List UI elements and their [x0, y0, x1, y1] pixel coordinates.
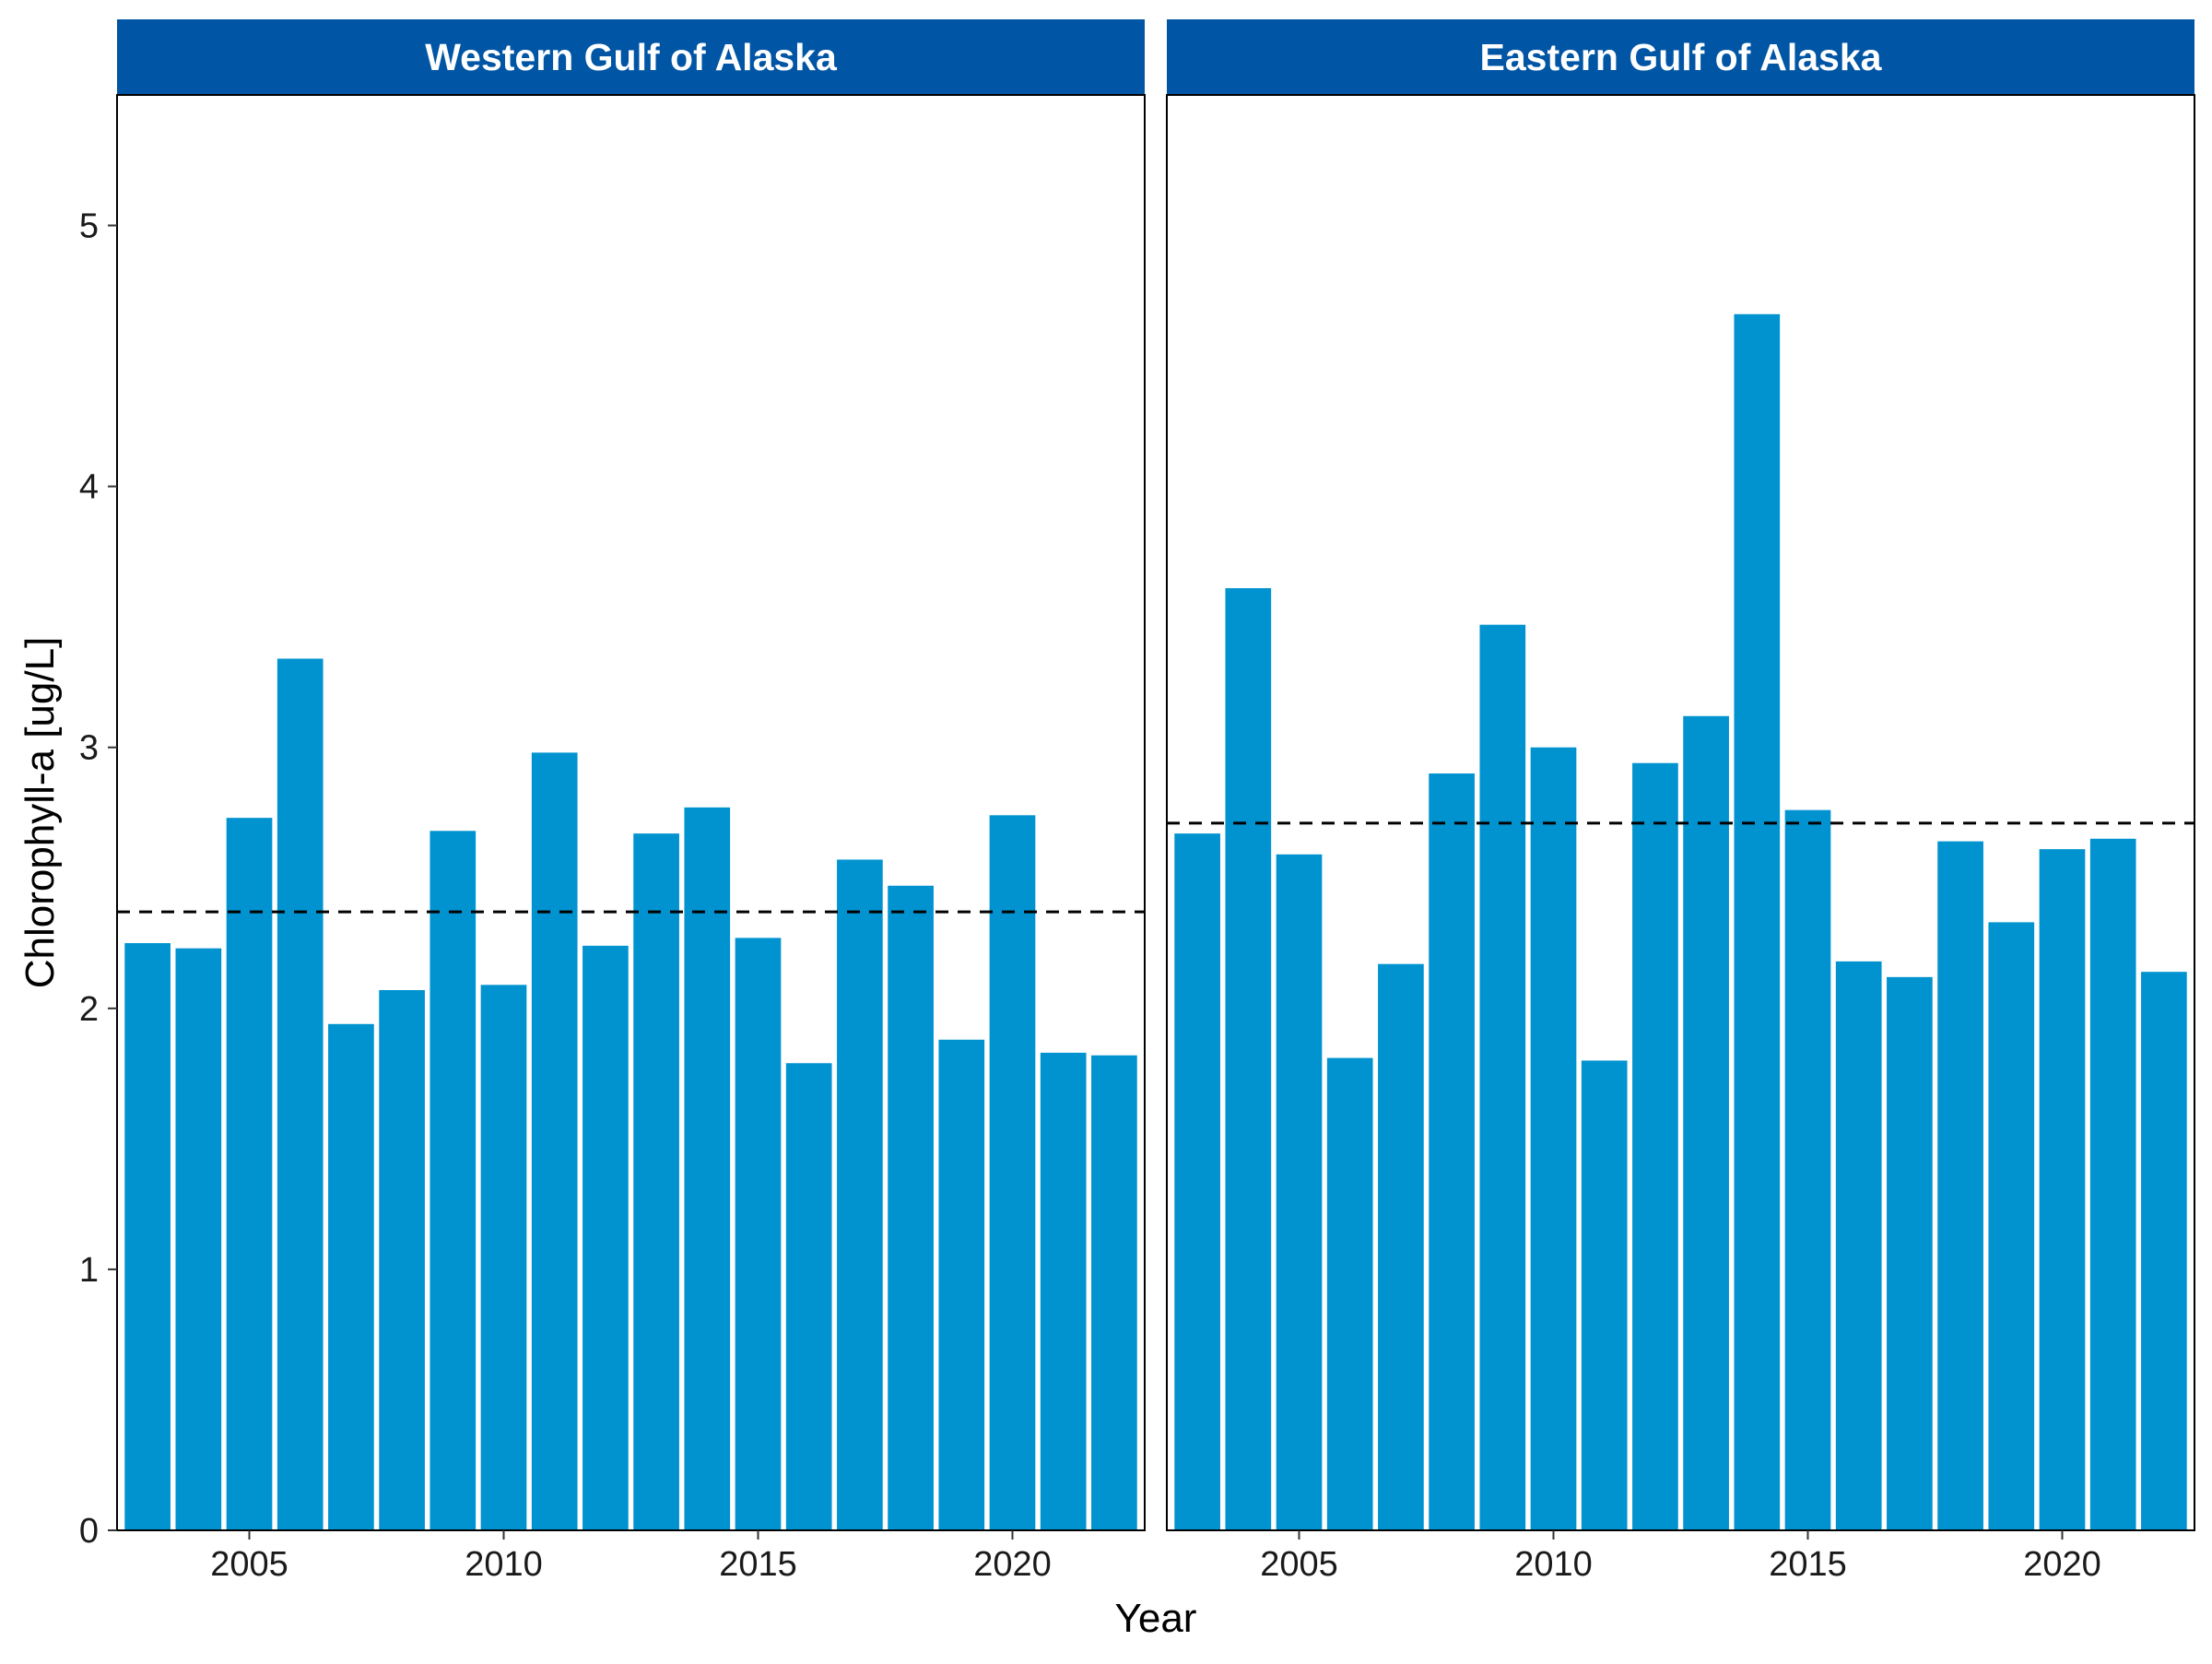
y-tick-label: 4 — [79, 468, 99, 507]
x-tick-label: 2010 — [1514, 1545, 1593, 1584]
facet-title: Eastern Gulf of Alaska — [1480, 36, 1883, 78]
bar-2010 — [1530, 747, 1577, 1530]
bar-2017 — [837, 859, 883, 1530]
bar-2022 — [2141, 972, 2187, 1530]
bar-2009 — [1479, 624, 1526, 1530]
bar-2020 — [989, 815, 1036, 1530]
facet-title: Western Gulf of Alaska — [425, 36, 838, 78]
x-tick-label: 2005 — [1260, 1545, 1338, 1584]
bar-2005 — [1276, 854, 1323, 1530]
bar-2019 — [938, 1039, 985, 1530]
bar-2010 — [480, 985, 527, 1530]
y-tick-label: 5 — [79, 207, 99, 246]
bar-2009 — [429, 831, 477, 1530]
bar-2012 — [1632, 762, 1678, 1530]
bar-2018 — [1937, 841, 1983, 1530]
bar-2015 — [1784, 809, 1831, 1530]
bar-2011 — [1581, 1060, 1628, 1530]
bar-2005 — [226, 818, 273, 1530]
bar-2004 — [1225, 588, 1272, 1530]
bar-2016 — [1835, 961, 1882, 1530]
y-axis-title: Chlorophyll-a [ug/L] — [18, 637, 63, 989]
x-tick-label: 2015 — [1769, 1545, 1847, 1584]
y-tick-label: 0 — [79, 1512, 99, 1551]
bar-2006 — [276, 658, 324, 1530]
bar-2003 — [124, 943, 171, 1530]
y-tick-label: 2 — [79, 990, 99, 1029]
x-tick-label: 2020 — [2023, 1545, 2101, 1584]
panel-eastern: Eastern Gulf of Alaska 2005 2010 2015 2020 — [1166, 19, 2195, 1584]
bar-2012 — [582, 945, 629, 1530]
bar-2014 — [684, 807, 731, 1530]
bar-2003 — [1174, 833, 1220, 1530]
y-tick-label: 3 — [79, 729, 99, 768]
bar-2008 — [379, 990, 425, 1530]
panel-border — [116, 94, 1146, 1531]
bar-2013 — [1683, 715, 1729, 1530]
bar-2017 — [1887, 976, 1933, 1530]
x-tick-label: 2005 — [210, 1545, 288, 1584]
bar-2019 — [1988, 922, 2035, 1530]
x-tick-label: 2015 — [719, 1545, 797, 1584]
y-tick-label: 1 — [79, 1251, 99, 1290]
bar-2016 — [785, 1063, 832, 1530]
facet-strip — [1167, 19, 2194, 95]
bar-2021 — [1040, 1052, 1087, 1530]
bar-2008 — [1429, 773, 1475, 1530]
bar-2018 — [888, 885, 934, 1530]
bar-2013 — [633, 833, 679, 1530]
panel-border — [1166, 94, 2195, 1531]
bar-2022 — [1091, 1055, 1137, 1530]
bar-2004 — [175, 948, 222, 1530]
facet-strip — [117, 19, 1145, 95]
bar-2015 — [735, 938, 782, 1530]
bar-2014 — [1734, 313, 1781, 1530]
bar-2011 — [531, 752, 578, 1530]
bar-2021 — [2089, 838, 2136, 1530]
x-axis-title: Year — [1115, 1596, 1197, 1641]
x-tick-label: 2020 — [973, 1545, 1052, 1584]
bar-2007 — [328, 1023, 374, 1530]
bar-2006 — [1326, 1057, 1373, 1530]
panel-western: Western Gulf of Alaska 2005 2010 2015 2020 0 1… — [79, 19, 1146, 1584]
bar-2007 — [1378, 963, 1424, 1530]
x-tick-label: 2010 — [465, 1545, 543, 1584]
bar-2020 — [2039, 849, 2086, 1530]
